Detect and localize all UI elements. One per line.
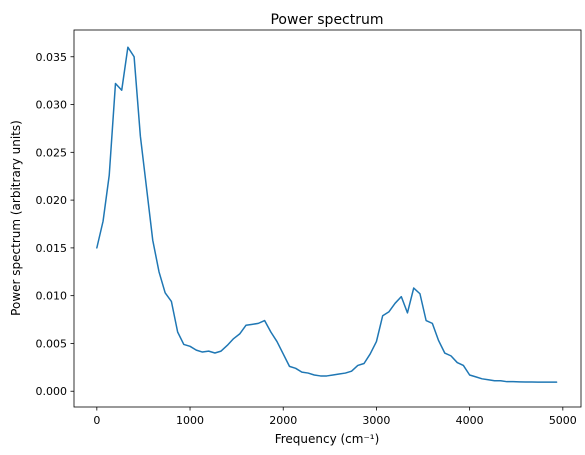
y-tick-label: 0.010: [36, 290, 68, 303]
x-axis-label: Frequency (cm⁻¹): [275, 432, 380, 446]
y-tick-label: 0.035: [36, 51, 68, 64]
plot-frame: [73, 29, 582, 408]
y-tick-label: 0.025: [36, 146, 68, 159]
y-tick-label: 0.020: [36, 194, 68, 207]
x-tick-label: 5000: [549, 414, 577, 427]
y-tick-label: 0.030: [36, 99, 68, 112]
x-tick-label: 4000: [456, 414, 484, 427]
x-tick-label: 1000: [176, 414, 204, 427]
x-tick-label: 2000: [269, 414, 297, 427]
x-tick-label: 3000: [362, 414, 390, 427]
y-tick-label: 0.015: [36, 242, 68, 255]
x-axis-ticks: 0 1000 2000 3000 4000 5000: [93, 407, 577, 427]
plot-area: [74, 30, 581, 407]
chart-title: Power spectrum: [270, 12, 383, 28]
y-tick-label: 0.005: [36, 337, 68, 350]
power-spectrum-line: [96, 46, 558, 383]
y-tick-label: 0.000: [36, 385, 68, 398]
y-axis-label: Power spectrum (arbitrary units): [9, 120, 23, 316]
y-axis-ticks: 0.000 0.005 0.010 0.015 0.020 0.025 0.030 0.035: [36, 51, 74, 398]
x-tick-label: 0: [93, 414, 100, 427]
